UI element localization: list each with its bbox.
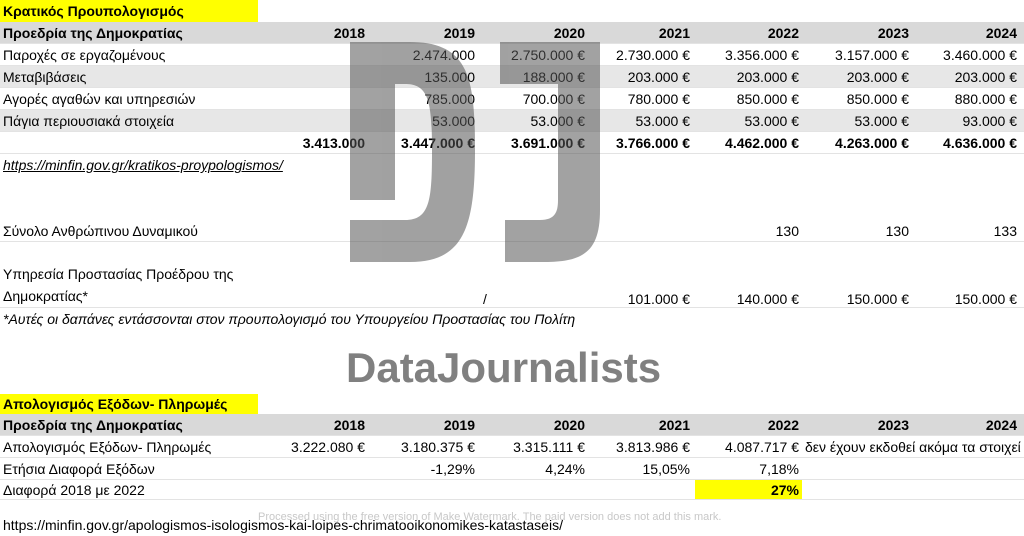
row-label: Ετήσια Διαφορά Εξόδων [3, 460, 155, 477]
cell: 3.413.000 [302, 134, 365, 151]
cell: 3.315.111 € [513, 438, 585, 455]
row-label: Πάγια περιουσιακά στοιχεία [3, 112, 175, 129]
table-row: Προεδρία της Δημοκρατίας 2018 2019 2020 2021… [0, 22, 1024, 44]
row-label: Υπηρεσία Προστασίας Προέδρου της Δημοκρα… [3, 266, 234, 304]
cell: 3.766.000 € [616, 134, 690, 151]
cell: 130 [775, 222, 799, 239]
cell: 700.000 € [522, 90, 585, 107]
cell: 2018 [333, 24, 365, 41]
cell: 53.000 € [635, 112, 691, 129]
table-row: Υπηρεσία Προστασίας Προέδρου της Δημοκρα… [0, 264, 1024, 308]
cell: 140.000 € [736, 291, 799, 307]
cell: 2024 [985, 24, 1017, 41]
watermark-brand: DataJournalists [346, 344, 661, 391]
cell: 4.087.717 € [725, 438, 799, 455]
cell: 2023 [877, 416, 909, 433]
cell: 135.000 [424, 68, 475, 85]
cell: 785.000 [424, 90, 475, 107]
cell: 2021 [658, 416, 690, 433]
table-row: 3.413.000 3.447.000 € 3.691.000 € 3.766.000… [0, 132, 1024, 154]
cell: 2020 [553, 24, 585, 41]
cell: 2020 [553, 416, 585, 433]
cell: 780.000 € [627, 90, 690, 107]
cell: 2022 [767, 24, 799, 41]
table-row: Ετήσια Διαφορά Εξόδων -1,29% 4,24% 15,05% 7,… [0, 458, 1024, 480]
note: *Αυτές οι δαπάνες εντάσσονται στον προυπ… [3, 311, 576, 327]
cell: 3.813.986 € [616, 438, 690, 455]
cell: 3.356.000 € [725, 46, 799, 63]
cell: 53.000 € [854, 112, 910, 129]
cell: 3.691.000 € [511, 134, 585, 151]
cell: 2019 [443, 416, 475, 433]
row-label: Μεταβιβάσεις [3, 68, 87, 85]
cell: 2023 [877, 24, 909, 41]
table-row: Μεταβιβάσεις 135.000 188.000 € 203.000 € 203… [0, 66, 1024, 88]
cell: 4.636.000 € [943, 134, 1017, 151]
cell: 53.000 [432, 112, 475, 129]
cell: 4.462.000 € [725, 134, 799, 151]
cell: 4.263.000 € [835, 134, 909, 151]
cell: 203.000 € [846, 68, 909, 85]
table-row: Σύνολο Ανθρώπινου Δυναμικού 130 130 133 [0, 220, 1024, 242]
row-label: Προεδρία της Δημοκρατίας [3, 416, 183, 433]
table-row: Διαφορά 2018 με 2022 27% [0, 480, 1024, 500]
cell: 2021 [658, 24, 690, 41]
row-label: Σύνολο Ανθρώπινου Δυναμικού [3, 222, 198, 239]
cell: 3.157.000 € [835, 46, 909, 63]
table-row: Απολογισμός Εξόδων- Πληρωμές 3.222.080 € 3… [0, 436, 1024, 458]
cell: 2.730.000 € [616, 46, 690, 63]
source-link[interactable]: https://minfin.gov.gr/apologismos-isolog… [3, 517, 563, 533]
cell: 203.000 € [954, 68, 1017, 85]
cell: -1,29% [430, 460, 475, 477]
cell: 150.000 € [846, 291, 909, 307]
cell: 203.000 € [736, 68, 799, 85]
section-title: Απολογισμός Εξόδων- Πληρωμές [0, 394, 258, 414]
row-label: Απολογισμός Εξόδων- Πληρωμές [3, 438, 212, 455]
cell: 850.000 € [736, 90, 799, 107]
cell: 15,05% [642, 460, 690, 477]
cell: / [483, 291, 487, 307]
cell: 2024 [985, 416, 1017, 433]
table-row: Παροχές σε εργαζομένους 2.474.000 2.750.00… [0, 44, 1024, 66]
cell: 27% [695, 480, 802, 499]
cell: 2018 [333, 416, 365, 433]
table-row: Αγορές αγαθών και υπηρεσιών 785.000 700.00… [0, 88, 1024, 110]
cell: 2022 [767, 416, 799, 433]
cell: 880.000 € [954, 90, 1017, 107]
section-title: Κρατικός Προυπολογισμός [0, 0, 258, 22]
cell: 130 [885, 222, 909, 239]
cell: 2.750.000 € [511, 46, 585, 63]
source-link[interactable]: https://minfin.gov.gr/kratikos-proypolog… [3, 157, 283, 173]
cell: δεν έχουν εκδοθεί ακόμα τα στοιχεί [805, 438, 1021, 455]
cell: 2.474.000 [412, 46, 475, 63]
cell: 203.000 € [627, 68, 690, 85]
cell: 53.000 € [530, 112, 586, 129]
cell: 3.447.000 € [401, 134, 475, 151]
row-label: Αγορές αγαθών και υπηρεσιών [3, 90, 196, 107]
row-label: Προεδρία της Δημοκρατίας [3, 24, 183, 41]
row-label: Διαφορά 2018 με 2022 [3, 481, 145, 498]
row-label: Παροχές σε εργαζομένους [3, 46, 166, 63]
cell: 850.000 € [846, 90, 909, 107]
table-row: Πάγια περιουσιακά στοιχεία 53.000 53.000 €… [0, 110, 1024, 132]
table-row: Προεδρία της Δημοκρατίας 2018 2019 2020 2021… [0, 414, 1024, 436]
cell: 3.460.000 € [943, 46, 1017, 63]
cell: 4,24% [545, 460, 585, 477]
cell: 188.000 € [522, 68, 585, 85]
cell: 2019 [443, 24, 475, 41]
cell: 7,18% [759, 460, 799, 477]
cell: 3.180.375 € [401, 438, 475, 455]
cell: 150.000 € [954, 291, 1017, 307]
cell: 93.000 € [962, 112, 1018, 129]
cell: 3.222.080 € [291, 438, 365, 455]
cell: 133 [993, 222, 1017, 239]
cell: 53.000 € [744, 112, 800, 129]
cell: 101.000 € [627, 291, 690, 307]
